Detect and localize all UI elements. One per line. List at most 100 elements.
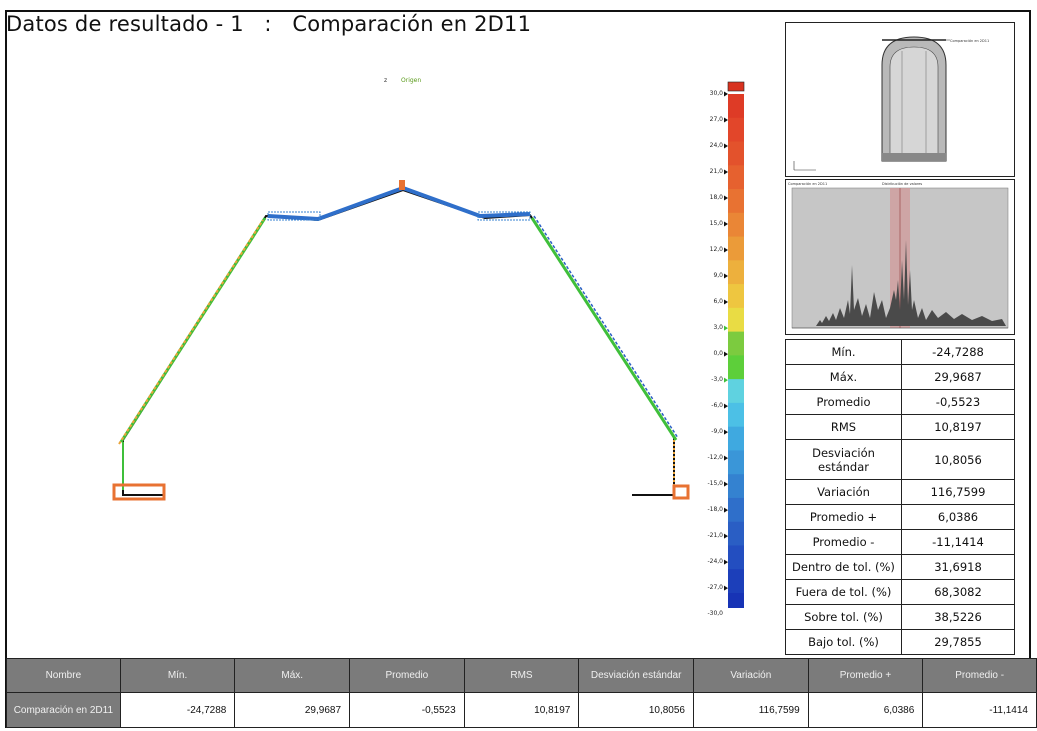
stat-row: Desviación estándar 10,8056 [785,439,1015,480]
scale-tick-marker [724,91,728,97]
deviation-right-wall [530,217,678,441]
origin-label: Origen [401,77,421,84]
color-scale: 30,0 27,0 24,0 21,0 18,0 15,0 12,0 9,0 6,0 3,0 0,0… [700,78,760,627]
stat-value: 29,9687 [901,364,1015,390]
scale-tick-label: 3,0 [713,324,723,332]
summary-value-cell: 10,8056 [578,692,694,728]
scale-color-band [728,141,744,166]
deviation-right-wall-inner [533,215,679,439]
summary-table: Nombre Mín. Máx. Promedio RMS Desviación está… [6,658,1037,728]
scale-tick-label: -21,0 [707,532,723,540]
scale-tick-marker [724,403,728,409]
scale-tick-marker [724,377,728,383]
scale-tick-marker [724,429,728,435]
summary-header-cell: Variación [692,658,809,693]
scale-tick-marker [724,143,728,149]
scale-tick-label: 21,0 [709,168,723,176]
scale-color-band [728,402,744,428]
stat-label: Promedio [785,389,902,415]
scale-tick-label: -27,0 [707,584,723,592]
deviation-band-right [477,211,531,221]
stat-value: -0,5523 [901,389,1015,415]
scale-tick-marker [724,195,728,201]
stat-row: RMS 10,8197 [785,414,1015,440]
deviation-left-foot [112,483,166,501]
summary-header-row: Nombre Mín. Máx. Promedio RMS Desviación está… [6,658,1037,693]
scale-color-band [728,236,744,261]
scale-color-band [728,165,744,190]
overview-image: Comparación en 2D11 [793,36,989,171]
summary-value-cell: 29,9687 [234,692,351,728]
scale-color-band [728,94,744,119]
scale-tick-label: 6,0 [713,298,723,306]
scale-color-band [728,593,744,618]
summary-header-cell: Desviación estándar [578,658,694,693]
stat-value: 116,7599 [901,479,1015,505]
scale-tick-label: 30,0 [709,90,723,97]
scale-tick-label: 0,0 [713,350,723,358]
scale-tick-marker [724,481,728,487]
scale-color-band [728,189,744,214]
stat-label: Dentro de tol. (%) [785,554,902,580]
deviation-histogram: Comparación en 2D11 Distribución de valo… [785,179,1015,335]
scale-over-swatch [727,81,745,92]
deviation-band-left [267,211,321,221]
scale-color-band [728,355,744,380]
histogram-header-center: Distribución de valores [882,182,922,186]
statistics-table: Mín. -24,7288 Máx. 29,9687 Promedio -0,5523 RM… [785,339,1015,655]
overview-thumbnail: Comparación en 2D11 [785,22,1015,177]
summary-header-cell: Promedio [349,658,465,693]
scale-tick-marker [724,585,728,591]
scale-tick-label: -18,0 [707,506,723,514]
scale-tick-label: 9,0 [713,272,723,280]
stat-label: Promedio + [785,504,902,530]
stat-value: 31,6918 [901,554,1015,580]
histogram-plot: Comparación en 2D11 Distribución de valo… [788,182,1009,329]
stat-value: 10,8197 [901,414,1015,440]
stat-value: -24,7288 [901,339,1015,365]
nominal-profile [122,188,675,496]
scale-tick-marker [724,273,728,279]
summary-row: Comparación en 2D11 -24,7288 29,9687 -0,552… [6,692,1037,728]
scale-color-band [728,284,744,309]
scale-tick-marker [724,117,728,123]
summary-name-cell: Comparación en 2D11 [6,692,121,728]
thumbnail-label: Comparación en 2D11 [950,39,989,43]
cross-section-drawing: z Origen [112,77,690,501]
scale-tick-marker [724,455,728,461]
scale-tick-label: -6,0 [711,402,723,410]
peak-marker [399,180,405,190]
summary-header-cell: Promedio + [807,658,924,693]
scale-color-band [728,450,744,475]
stat-label: Mín. [785,339,902,365]
deviation-roof-left [267,186,404,222]
page-title: Datos de resultado - 1 : Comparación en … [6,12,532,36]
scale-tick-marker [724,533,728,539]
scale-tick-marker [724,351,728,357]
stat-row: Variación 116,7599 [785,479,1015,505]
stat-value: 68,3082 [901,579,1015,605]
scale-tick-label: 15,0 [709,220,723,228]
stat-row: Fuera de tol. (%) 68,3082 [785,579,1015,605]
scale-color-band [728,307,744,333]
scale-tick-label: 12,0 [709,246,723,254]
summary-header-cell: RMS [463,658,580,693]
summary-header-cell: Máx. [234,658,351,693]
scale-tick-label: -15,0 [707,480,723,488]
stat-value: 6,0386 [901,504,1015,530]
scale-color-band [728,569,744,594]
stat-label: Sobre tol. (%) [785,604,902,630]
stat-label: Fuera de tol. (%) [785,579,902,605]
scale-tick-marker [724,325,728,331]
stat-row: Dentro de tol. (%) 31,6918 [785,554,1015,580]
stat-label: Desviación estándar [785,439,902,480]
scale-tick-label: -24,0 [707,558,723,566]
stat-label: Variación [785,479,902,505]
stat-row: Promedio - -11,1414 [785,529,1015,555]
stat-label: Máx. [785,364,902,390]
scale-tick-label: 18,0 [709,194,723,202]
summary-value-cell: -0,5523 [349,692,465,728]
scale-color-band [728,260,744,285]
scale-color-band [728,545,744,570]
scale-tick-marker [724,221,728,227]
